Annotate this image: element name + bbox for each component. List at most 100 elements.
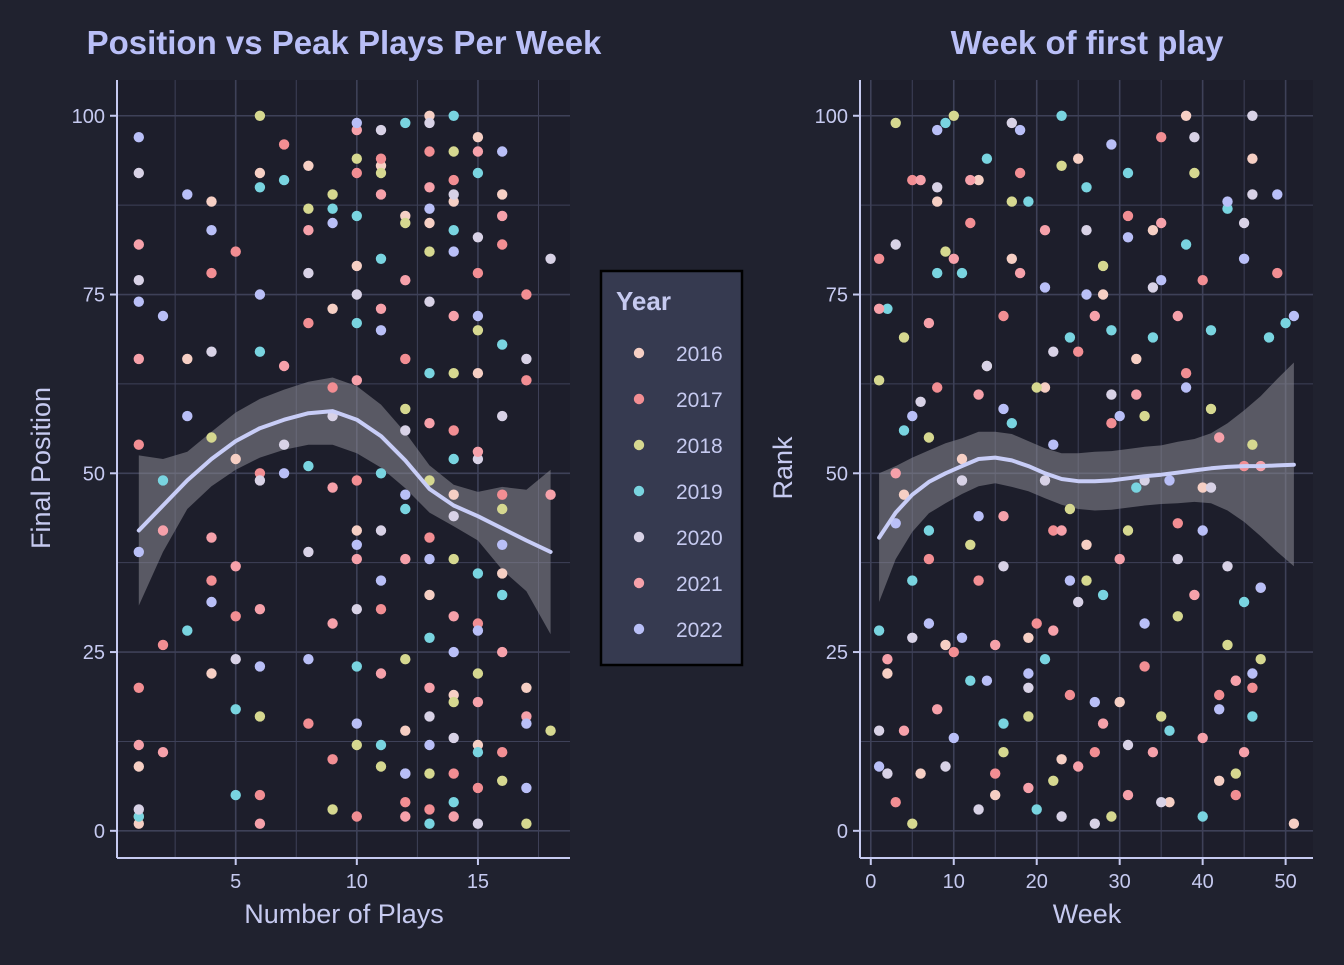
data-point-2021 bbox=[882, 654, 893, 665]
data-point-2016 bbox=[1164, 797, 1175, 808]
data-point-2017 bbox=[472, 267, 484, 279]
data-point-2020 bbox=[400, 425, 411, 436]
legend-items: 2016 2017 2018 2019 2020 2021 2022 bbox=[633, 343, 723, 642]
data-point-2022 bbox=[1255, 582, 1266, 593]
data-point-2017 bbox=[1139, 661, 1150, 672]
data-point-2019 bbox=[873, 625, 885, 636]
data-point-2017 bbox=[907, 174, 918, 186]
data-point-2016 bbox=[472, 739, 484, 751]
legend-item-2020: 2020 bbox=[633, 527, 723, 550]
data-point-2018 bbox=[375, 761, 387, 772]
data-point-2016 bbox=[472, 368, 484, 379]
data-point-2021 bbox=[448, 811, 459, 822]
data-point-2020 bbox=[133, 804, 144, 815]
data-point-2017 bbox=[1064, 689, 1076, 701]
legend-item-2017: 2017 bbox=[633, 389, 723, 412]
data-point-2022 bbox=[254, 661, 266, 672]
data-point-2018 bbox=[1156, 711, 1167, 722]
data-point-2019 bbox=[898, 425, 910, 436]
data-point-2021 bbox=[948, 253, 959, 264]
data-point-2016 bbox=[230, 453, 241, 465]
data-point-2022 bbox=[1014, 124, 1026, 136]
data-point-2022 bbox=[375, 325, 387, 336]
data-point-2019 bbox=[1131, 482, 1142, 493]
data-point-2021 bbox=[1039, 225, 1051, 236]
data-point-2022 bbox=[424, 739, 435, 751]
data-point-2021 bbox=[973, 389, 984, 400]
data-point-2022 bbox=[133, 546, 144, 558]
data-point-2022 bbox=[1164, 475, 1175, 486]
data-point-2020 bbox=[351, 604, 362, 615]
data-point-2020 bbox=[873, 725, 885, 736]
data-point-2019 bbox=[448, 797, 459, 808]
data-point-2022 bbox=[1114, 410, 1125, 422]
x-tick-label: 40 bbox=[1192, 871, 1214, 893]
data-point-2019 bbox=[230, 789, 241, 801]
data-point-2020 bbox=[472, 232, 484, 243]
data-point-2022 bbox=[521, 718, 532, 729]
data-point-2022 bbox=[351, 539, 362, 550]
data-point-2019 bbox=[497, 339, 508, 350]
data-point-2019 bbox=[1247, 711, 1258, 722]
data-point-2019 bbox=[1147, 332, 1159, 343]
data-point-2018 bbox=[1081, 575, 1092, 586]
data-point-2019 bbox=[1197, 811, 1208, 822]
legend-box bbox=[599, 269, 744, 667]
data-point-2019 bbox=[375, 253, 387, 264]
data-point-2020 bbox=[998, 561, 1009, 572]
data-point-2021 bbox=[327, 618, 338, 629]
data-point-2017 bbox=[157, 639, 169, 651]
data-point-2017 bbox=[497, 489, 508, 500]
data-point-2019 bbox=[472, 167, 484, 179]
data-point-2021 bbox=[965, 174, 976, 186]
data-point-2020 bbox=[940, 761, 951, 772]
data-point-2017 bbox=[1014, 167, 1026, 179]
data-point-2017 bbox=[472, 782, 484, 794]
legend-item-2019: 2019 bbox=[633, 481, 723, 504]
data-point-2020 bbox=[956, 475, 968, 486]
data-point-2017 bbox=[873, 253, 885, 264]
data-point-2017 bbox=[948, 646, 959, 658]
data-point-2016 bbox=[303, 160, 314, 171]
data-point-2020 bbox=[1247, 189, 1258, 200]
data-point-2020 bbox=[448, 732, 459, 744]
data-point-2022 bbox=[932, 124, 943, 136]
data-point-2017 bbox=[1031, 618, 1042, 629]
data-point-2021 bbox=[278, 360, 290, 372]
data-point-2018 bbox=[351, 153, 362, 164]
data-point-2022 bbox=[497, 539, 508, 550]
data-point-2018 bbox=[448, 696, 459, 708]
data-point-2022 bbox=[351, 117, 362, 129]
data-point-2019 bbox=[254, 182, 266, 193]
data-point-2018 bbox=[375, 167, 387, 179]
data-point-2018 bbox=[206, 432, 217, 443]
data-point-2018 bbox=[1172, 611, 1184, 622]
data-point-2017 bbox=[1089, 747, 1101, 758]
data-point-2016 bbox=[1056, 754, 1067, 765]
data-point-2022 bbox=[948, 732, 959, 744]
data-point-2017 bbox=[375, 604, 387, 615]
y-tick-label: 0 bbox=[94, 821, 105, 843]
data-point-2016 bbox=[932, 196, 943, 207]
data-point-2022 bbox=[1214, 704, 1225, 715]
data-point-2020 bbox=[497, 410, 508, 422]
data-point-2018 bbox=[424, 768, 435, 779]
data-point-2020 bbox=[303, 267, 314, 279]
data-point-2019 bbox=[882, 303, 893, 314]
data-point-2016 bbox=[497, 189, 508, 200]
data-point-2021 bbox=[254, 604, 266, 615]
data-point-2022 bbox=[1288, 310, 1300, 322]
y-tick-labels-left: 0 25 50 75 100 bbox=[72, 106, 105, 843]
data-point-2020 bbox=[1189, 132, 1200, 143]
data-point-2022 bbox=[206, 225, 217, 236]
data-point-2018 bbox=[1255, 654, 1266, 665]
data-point-2017 bbox=[1272, 267, 1283, 279]
data-point-2021 bbox=[998, 511, 1009, 522]
data-point-2019 bbox=[940, 117, 951, 129]
data-point-2017 bbox=[206, 575, 217, 586]
data-point-2021 bbox=[424, 182, 435, 193]
legend-swatch bbox=[633, 393, 645, 405]
data-point-2018 bbox=[1023, 711, 1034, 722]
data-point-2018 bbox=[965, 539, 976, 550]
data-point-2017 bbox=[133, 439, 144, 450]
